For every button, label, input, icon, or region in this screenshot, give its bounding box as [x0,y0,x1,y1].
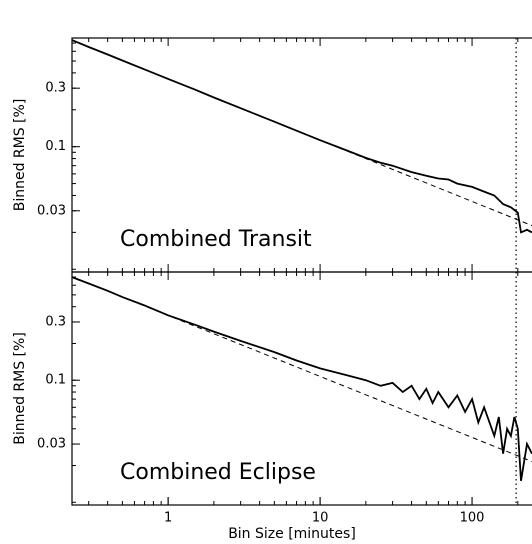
y-tick-label: 0.1 [45,139,66,154]
y-tick-label: 0.03 [37,203,66,218]
plot-frame [71,271,532,506]
y-tick-label: 0.3 [45,314,66,329]
y-axis-label: Binned RMS [%] [12,332,28,445]
annotation: Combined Eclipse [120,460,316,485]
data-line [71,276,532,462]
data-line [71,39,532,227]
x-tick-label: 10 [312,511,329,526]
data-line [71,39,532,234]
annotation: Combined Transit [120,227,312,252]
y-tick-label: 0.1 [45,373,66,388]
data-line [71,276,532,481]
y-tick-label: 0.3 [45,81,66,96]
x-axis-label: Bin Size [minutes] [228,526,356,542]
y-tick-label: 0.03 [37,437,66,452]
y-axis-label: Binned RMS [%] [12,99,28,212]
x-tick-label: 100 [460,511,485,526]
x-tick-label: 1 [164,511,172,526]
